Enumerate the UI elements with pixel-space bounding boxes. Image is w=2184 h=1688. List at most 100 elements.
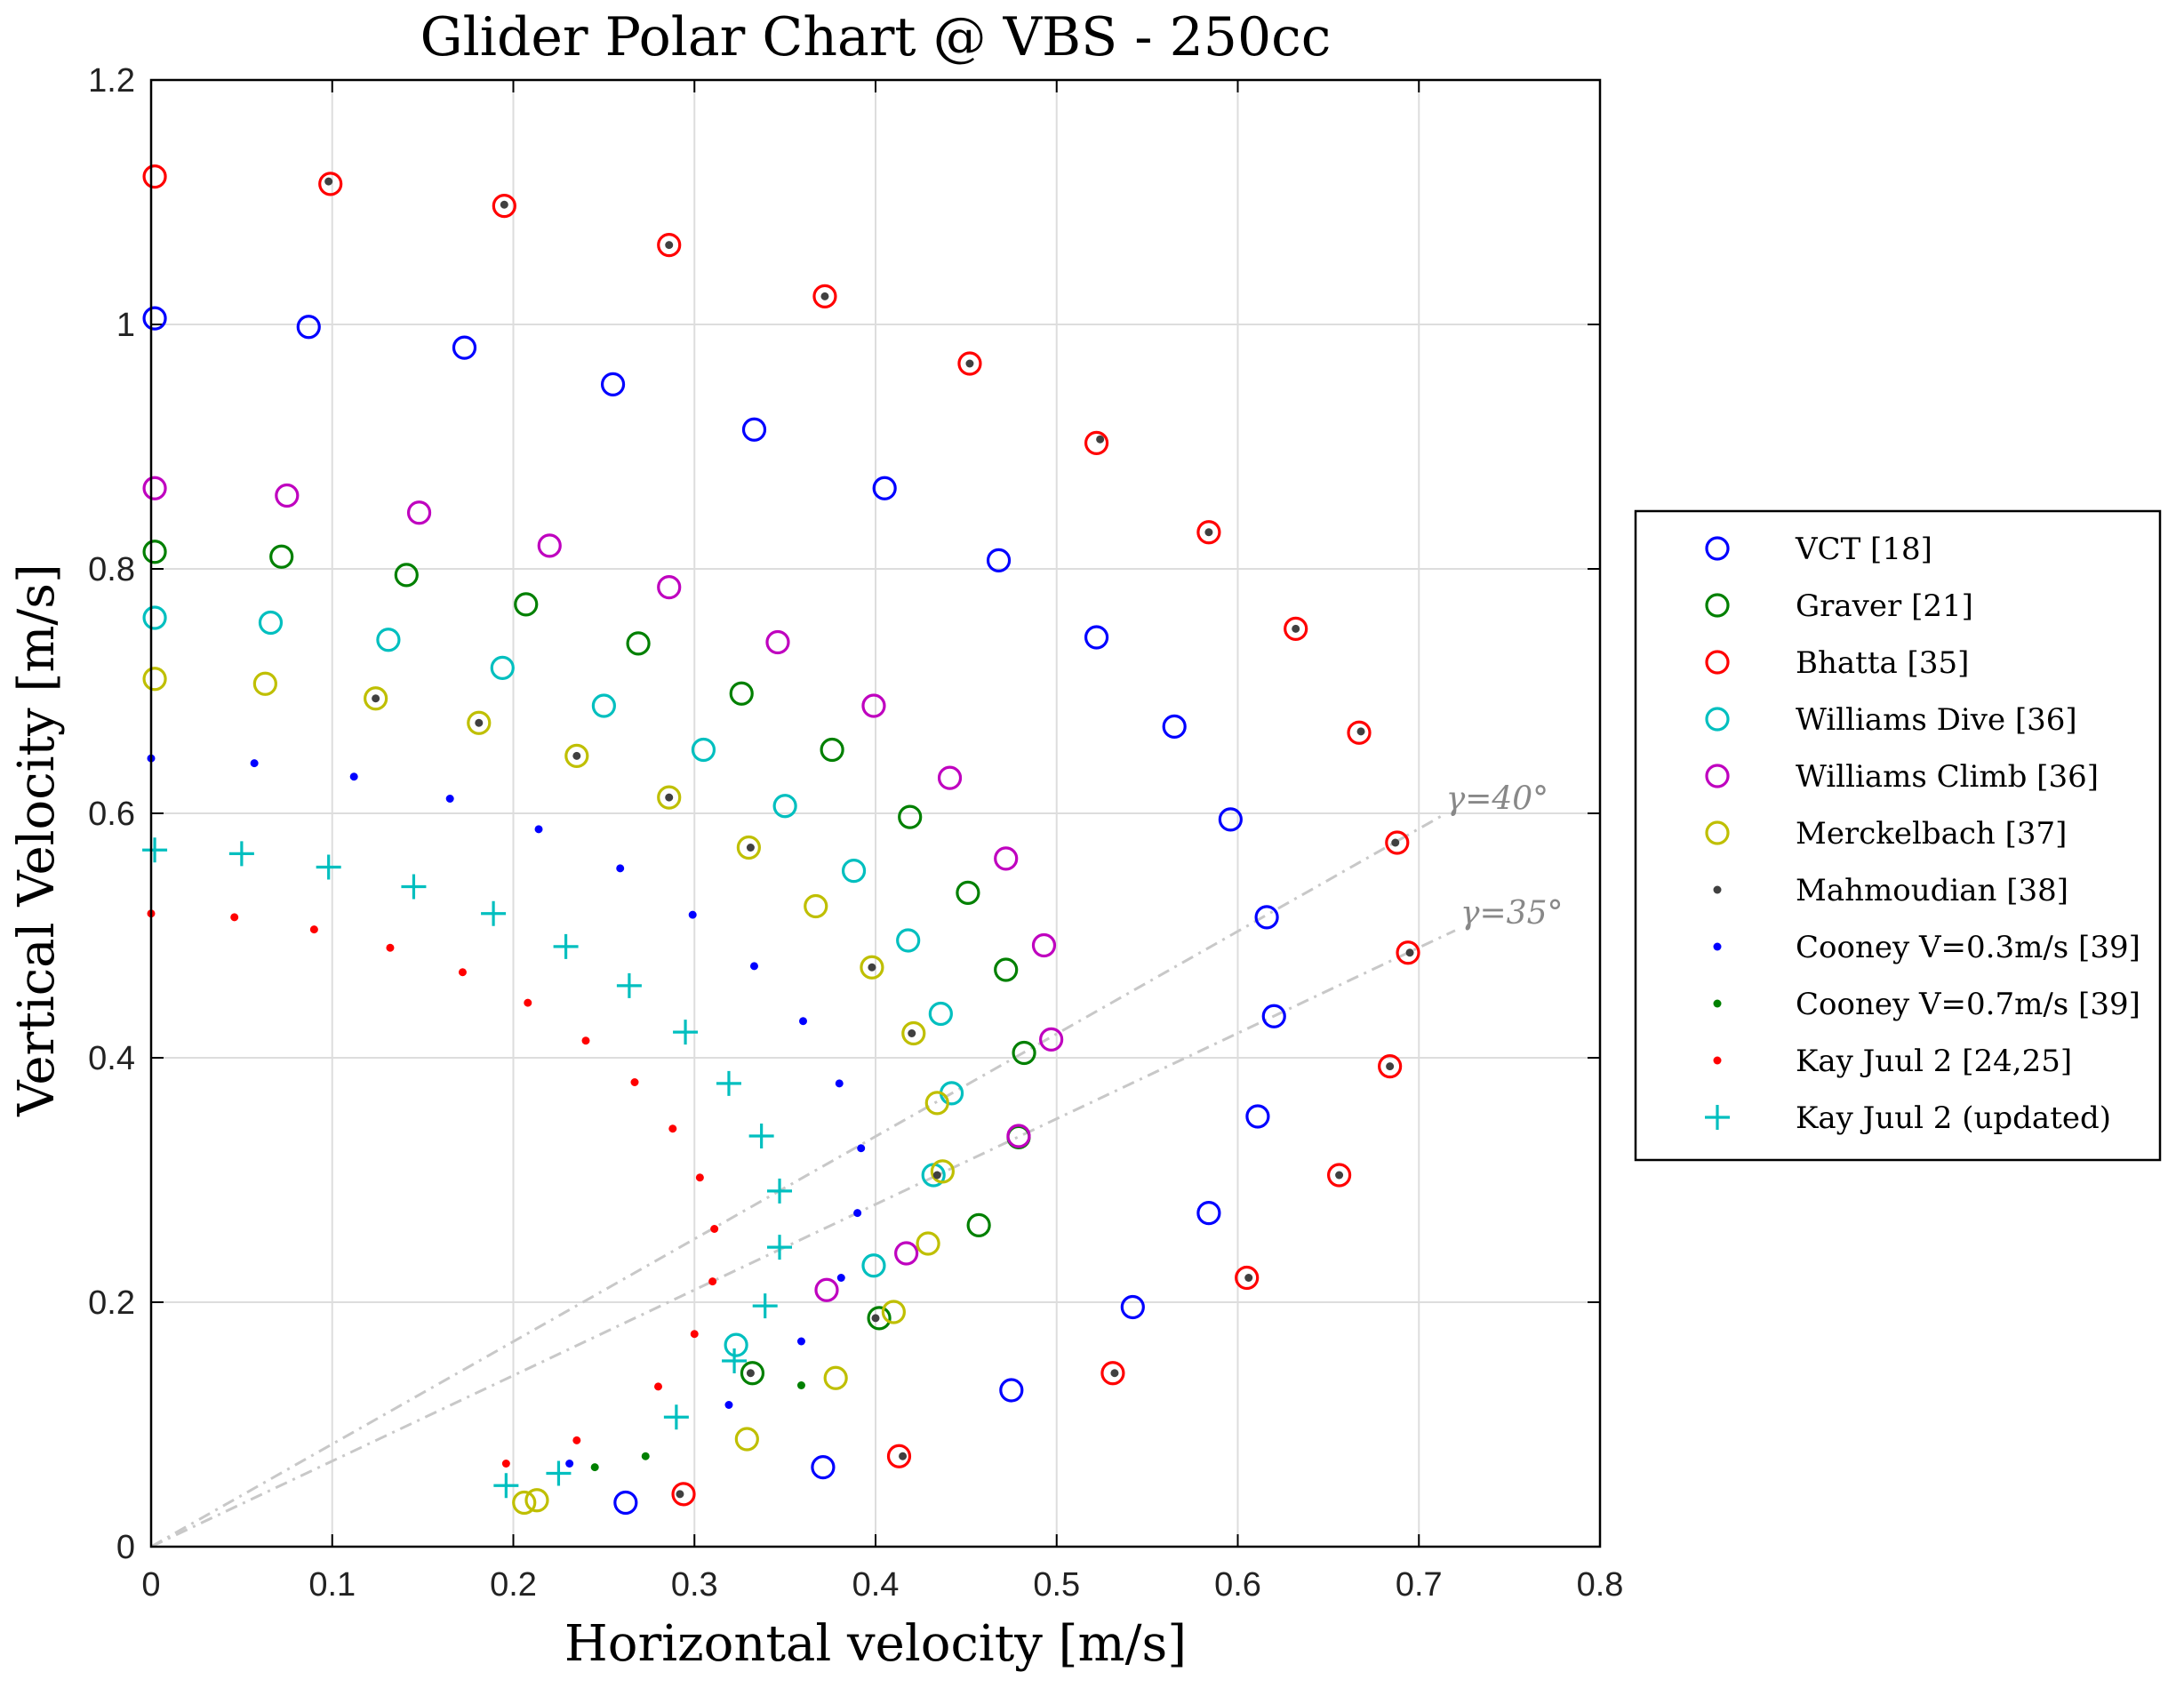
- x-tick-label: 0.1: [308, 1566, 356, 1604]
- data-point: [836, 1274, 845, 1282]
- data-point: [716, 1070, 741, 1096]
- data-point: [956, 880, 980, 905]
- data-point: [748, 1124, 774, 1148]
- data-point: [546, 1460, 572, 1486]
- chart-title: Glider Polar Chart @ VBS - 250cc: [420, 6, 1332, 68]
- legend-entry-label: Cooney V=0.7m/s [39]: [1796, 987, 2140, 1022]
- data-point: [965, 359, 974, 368]
- legend-entry-label: Merckelbach [37]: [1796, 816, 2067, 852]
- data-point: [406, 500, 432, 525]
- data-point: [600, 372, 626, 396]
- y-tick-label: 0: [116, 1529, 135, 1566]
- data-point: [724, 1401, 733, 1409]
- legend-entry-label: Cooney V=0.3m/s [39]: [1796, 930, 2140, 965]
- data-point: [736, 835, 761, 860]
- series-8: [590, 1381, 805, 1472]
- y-tick-label: 1: [116, 307, 135, 344]
- data-point: [691, 737, 716, 763]
- data-point: [1335, 1171, 1344, 1180]
- data-point: [1031, 932, 1057, 958]
- data-point: [924, 1091, 949, 1116]
- data-point: [676, 1490, 684, 1499]
- data-point: [1039, 1027, 1064, 1052]
- data-point: [309, 925, 318, 934]
- legend-entry-label: Graver [21]: [1796, 588, 1973, 624]
- data-point: [386, 943, 395, 952]
- data-point: [324, 177, 333, 186]
- data-point: [296, 315, 321, 340]
- legend: VCT [18] Graver [21] Bhatta [35] Williams D…: [1634, 509, 2162, 1162]
- data-point: [871, 1314, 880, 1323]
- data-point: [1084, 625, 1109, 650]
- data-point: [458, 968, 467, 977]
- data-point: [1084, 430, 1109, 455]
- data-point: [372, 694, 380, 703]
- data-point: [690, 1330, 699, 1339]
- data-point: [581, 1036, 590, 1045]
- data-point: [1218, 807, 1243, 832]
- legend-marker: [1713, 1056, 1722, 1065]
- series-7: [147, 754, 866, 1468]
- data-point: [475, 718, 484, 727]
- legend-box: [1634, 509, 2162, 1162]
- data-point: [142, 306, 167, 331]
- data-point: [673, 1020, 699, 1045]
- data-point: [1396, 940, 1420, 965]
- data-point: [258, 610, 284, 636]
- data-point: [710, 1225, 719, 1233]
- data-point: [657, 575, 682, 600]
- data-point: [142, 476, 167, 500]
- data-point: [1120, 1294, 1145, 1320]
- data-point: [492, 194, 516, 219]
- data-point: [590, 1463, 599, 1472]
- data-point: [868, 963, 876, 972]
- data-point: [616, 972, 642, 998]
- data-point: [1245, 1104, 1270, 1129]
- data-point: [853, 1209, 862, 1218]
- data-point: [1292, 624, 1300, 633]
- data-point: [1385, 830, 1410, 855]
- data-point: [665, 793, 674, 802]
- data-point: [1347, 720, 1372, 745]
- data-point: [252, 671, 277, 696]
- data-point: [376, 628, 401, 652]
- data-point: [394, 563, 419, 588]
- data-point: [512, 1490, 537, 1516]
- y-tick-label: 0.4: [88, 1040, 135, 1077]
- legend-marker: [1705, 1105, 1730, 1130]
- x-tick-label: 0.5: [1033, 1566, 1080, 1604]
- data-point: [524, 998, 532, 1007]
- data-point: [316, 854, 341, 880]
- data-point: [657, 233, 682, 258]
- legend-marker: [1705, 536, 1730, 561]
- x-tick-label: 0.4: [852, 1566, 900, 1604]
- y-tick-label: 0.8: [88, 551, 135, 588]
- data-point: [613, 1490, 638, 1516]
- data-point: [857, 1144, 866, 1153]
- data-point: [688, 910, 697, 919]
- data-point: [364, 686, 388, 711]
- series-2: [142, 164, 1420, 1507]
- data-point: [812, 284, 837, 308]
- data-point: [228, 841, 254, 867]
- data-point: [565, 1460, 574, 1468]
- data-point: [841, 859, 867, 884]
- data-point: [765, 629, 790, 655]
- data-point: [1012, 1040, 1036, 1066]
- data-point: [524, 1488, 549, 1513]
- data-point: [401, 874, 427, 900]
- data-point: [729, 681, 754, 706]
- data-point: [1006, 1124, 1031, 1148]
- data-point: [994, 846, 1019, 871]
- legend-entry-label: Williams Dive [36]: [1796, 702, 2077, 738]
- series-6: [324, 177, 1414, 1499]
- plot-frame: [149, 78, 1602, 1548]
- y-tick-label: 0.2: [88, 1284, 135, 1322]
- data-point: [616, 864, 625, 873]
- data-point: [500, 200, 508, 209]
- data-point: [275, 483, 300, 508]
- data-point: [708, 1277, 717, 1286]
- data-point: [894, 1241, 919, 1266]
- data-point: [767, 1178, 793, 1204]
- data-point: [796, 1381, 805, 1389]
